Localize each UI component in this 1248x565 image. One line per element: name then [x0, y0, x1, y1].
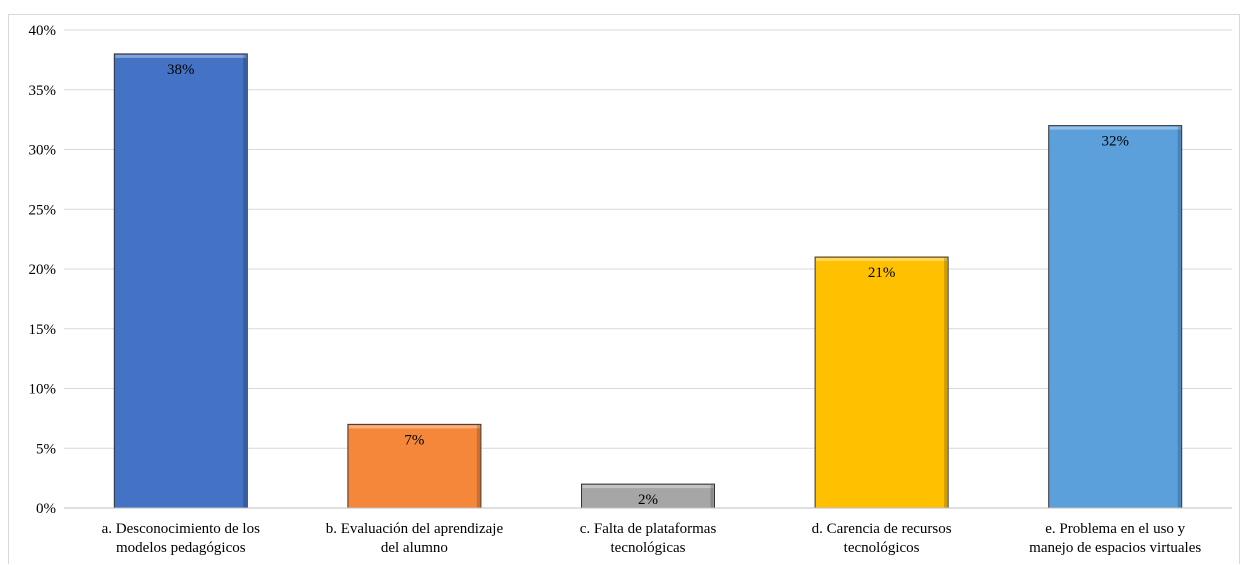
bar-shade — [476, 425, 480, 508]
bar-shade — [944, 258, 948, 508]
bar-shade — [1177, 126, 1181, 508]
y-tick-label: 15% — [29, 322, 57, 338]
y-tick-label: 5% — [36, 441, 56, 457]
bar — [814, 256, 949, 509]
data-label: 32% — [1101, 134, 1129, 150]
x-tick-label: e. Problema en el uso y — [1045, 521, 1185, 537]
bar-highlight — [115, 54, 247, 58]
bar-highlight — [348, 425, 480, 429]
data-label: 38% — [167, 62, 195, 78]
x-tick-label: a. Desconocimiento de los — [102, 521, 260, 537]
y-tick-label: 30% — [29, 143, 57, 159]
y-tick-label: 25% — [29, 202, 57, 218]
x-tick-label: tecnológicos — [844, 540, 920, 556]
data-label: 21% — [868, 265, 896, 281]
chart-frame — [8, 14, 1240, 564]
y-tick-label: 0% — [36, 501, 56, 517]
x-tick-label: manejo de espacios virtuales — [1029, 540, 1201, 556]
bar — [1048, 125, 1183, 509]
data-label: 7% — [404, 432, 424, 448]
y-tick-label: 20% — [29, 262, 57, 278]
bar-highlight — [816, 258, 948, 262]
x-tick-label: b. Evaluación del aprendizaje — [326, 521, 504, 537]
x-tick-label: d. Carencia de recursos — [812, 521, 952, 537]
bar-highlight — [582, 485, 714, 489]
y-tick-label: 40% — [29, 23, 57, 39]
x-tick-label: tecnológicas — [611, 540, 686, 556]
data-label: 2% — [638, 492, 658, 508]
bar — [347, 423, 482, 509]
bar — [113, 53, 248, 509]
bar-shade — [710, 485, 714, 508]
y-tick-label: 35% — [29, 83, 57, 99]
x-tick-label: c. Falta de plataformas — [580, 521, 717, 537]
x-tick-label: modelos pedagógicos — [116, 540, 246, 556]
y-tick-label: 10% — [29, 382, 57, 398]
bar-highlight — [1049, 126, 1181, 130]
x-tick-label: del alumno — [381, 540, 448, 556]
bar-shade — [243, 54, 247, 509]
